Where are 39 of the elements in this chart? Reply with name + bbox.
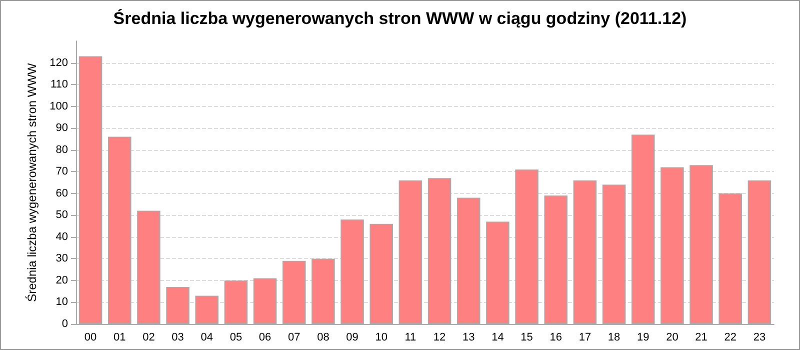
y-tick-label: 110 [50,78,68,91]
y-tick-label: 90 [56,122,68,134]
x-tick-label: 02 [142,332,155,344]
x-tick-label: 00 [84,332,97,344]
y-tick-label: 120 [50,56,68,69]
x-tick-label: 09 [346,332,358,344]
y-tick-label: 50 [56,209,68,222]
y-tick-label: 10 [56,296,68,308]
y-tick-label: 100 [50,100,68,112]
x-tick-label: 17 [578,332,592,344]
x-tick-label: 12 [433,332,446,344]
y-tick-label: 30 [56,252,68,265]
x-tick-label: 23 [753,332,766,344]
y-tick-label: 40 [56,230,68,243]
x-tick-label: 15 [520,332,533,344]
x-tick-label: 19 [637,332,650,344]
y-axis-title: Średnia liczba wygenerowanych stron WWW [25,62,39,302]
x-tick-label: 14 [492,332,504,344]
x-tick-label: 13 [462,332,475,344]
y-tick-label: 70 [56,166,68,178]
chart-title: Średnia liczba wygenerowanych stron WWW w ciągu godziny (2011.12) [113,8,687,28]
y-tick-label: 0 [62,318,68,330]
x-tick-label: 20 [666,332,678,344]
x-tick-label: 04 [200,332,213,344]
x-tick-label: 07 [288,332,300,344]
x-tick-label: 18 [608,332,620,344]
y-tick-label: 80 [56,144,68,156]
x-tick-label: 08 [317,332,330,344]
x-tick-label: 11 [404,332,416,344]
x-tick-label: 01 [114,332,126,344]
x-tick-label: 21 [695,332,708,344]
x-tick-label: 03 [172,332,184,344]
x-tick-label: 05 [230,332,242,344]
x-tick-label: 06 [258,332,272,344]
x-tick-label: 16 [550,332,562,344]
y-tick-label: 20 [56,274,68,286]
y-tick-label: 60 [56,187,68,200]
x-tick-label: 22 [724,332,736,344]
x-tick-label: 10 [375,332,388,344]
